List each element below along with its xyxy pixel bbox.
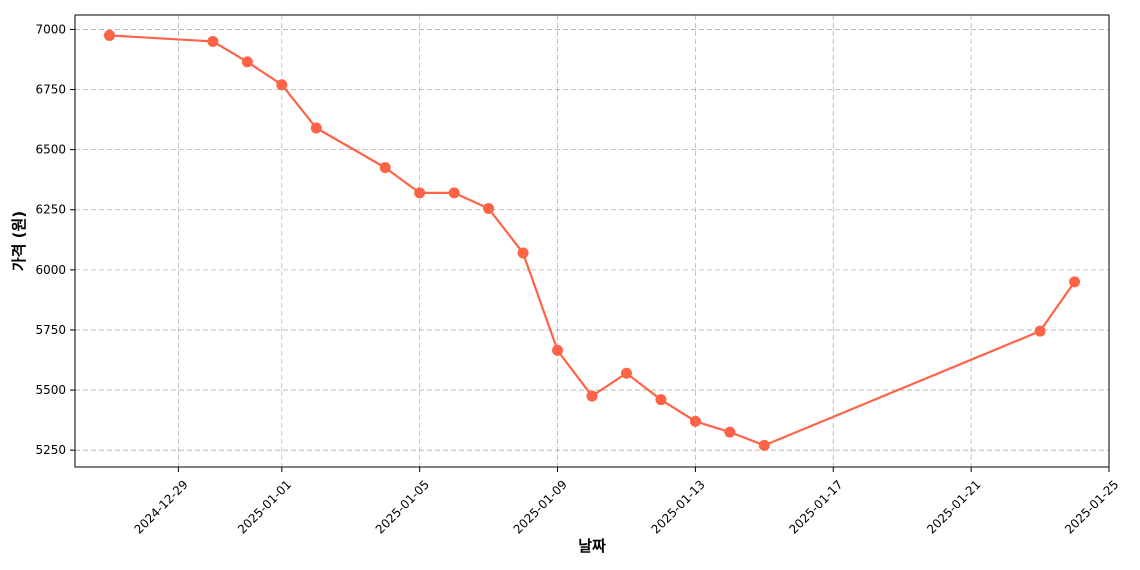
y-tick-label: 5750 — [35, 323, 66, 337]
x-tick-label: 2025-01-01 — [235, 477, 294, 536]
data-point — [207, 35, 219, 47]
y-tick-label: 5500 — [35, 383, 66, 397]
x-tick-label: 2025-01-21 — [924, 477, 983, 536]
x-tick-label: 2025-01-17 — [786, 477, 845, 536]
data-point — [689, 415, 701, 427]
axis-ticks: 2024-12-29 2025-01-01 2025-01-05 2025-01-09… — [35, 22, 1121, 536]
data-point — [552, 344, 564, 356]
x-tick-label: 2025-01-05 — [373, 477, 432, 536]
data-point — [517, 247, 529, 259]
x-axis-label: 날짜 — [578, 537, 606, 555]
data-point — [103, 29, 115, 41]
data-point — [1034, 325, 1046, 337]
y-tick-label: 5250 — [35, 443, 66, 457]
data-point — [483, 203, 495, 215]
y-tick-label: 6750 — [35, 83, 66, 97]
x-tick-label: 2025-01-09 — [511, 477, 570, 536]
x-tick-label: 2025-01-25 — [1062, 477, 1121, 536]
data-point — [448, 187, 460, 199]
y-axis-label: 가격 (원) — [10, 211, 28, 271]
x-tick-label: 2025-01-13 — [649, 477, 708, 536]
y-tick-label: 7000 — [35, 22, 66, 36]
data-point — [655, 394, 667, 406]
data-point — [758, 439, 770, 451]
data-point — [276, 79, 288, 91]
y-tick-label: 6500 — [35, 143, 66, 157]
data-point — [310, 122, 322, 134]
data-point — [241, 56, 253, 68]
data-point — [379, 162, 391, 174]
data-points — [103, 29, 1081, 451]
y-tick-label: 6000 — [35, 263, 66, 277]
plot-frame — [74, 14, 1110, 468]
series-line — [109, 34, 1076, 447]
data-point — [414, 187, 426, 199]
data-point — [1069, 276, 1081, 288]
data-point — [586, 390, 598, 402]
y-tick-label: 6250 — [35, 203, 66, 217]
data-point — [724, 426, 736, 438]
data-point — [620, 367, 632, 379]
x-tick-label: 2024-12-29 — [132, 477, 191, 536]
grid — [75, 15, 1110, 467]
